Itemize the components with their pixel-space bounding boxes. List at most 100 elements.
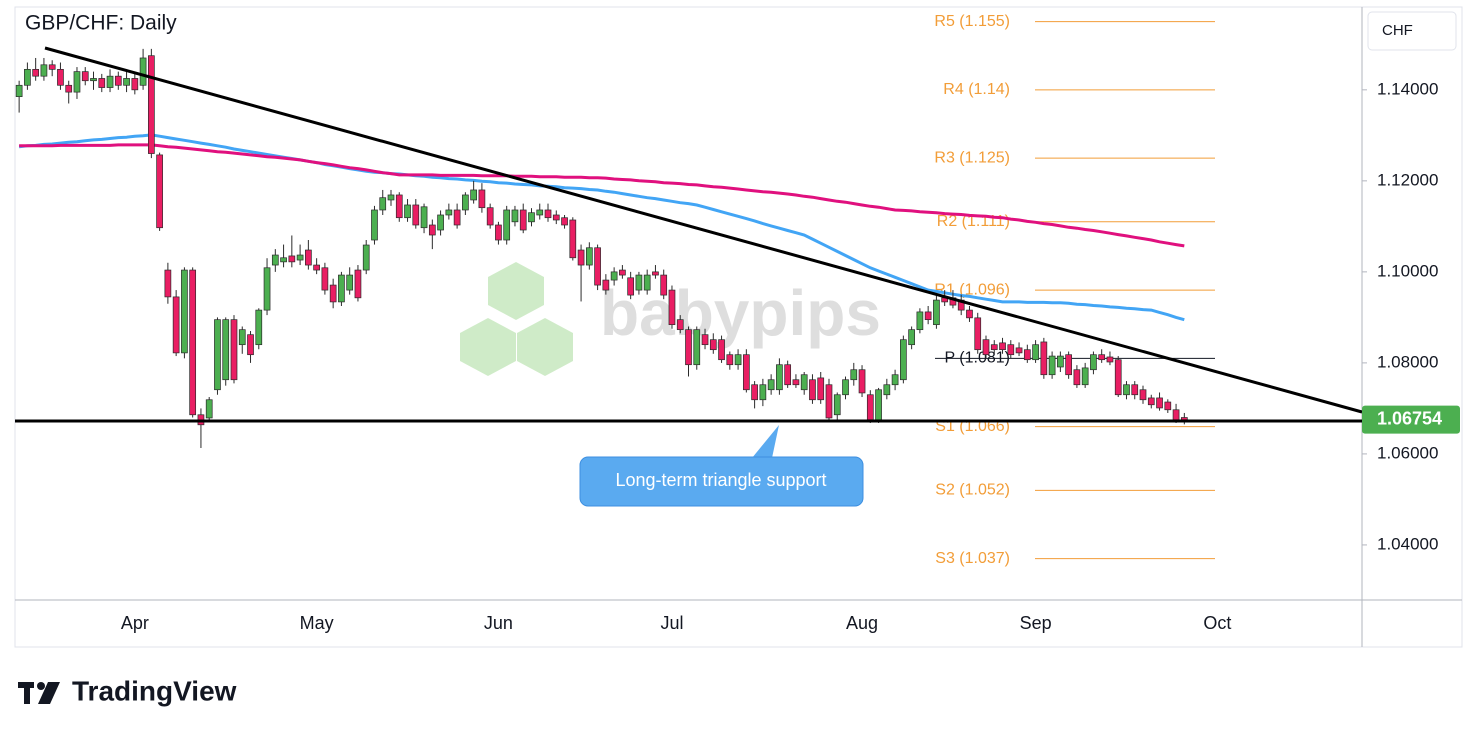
candle-body [842,379,849,396]
candle-body [106,75,114,88]
x-tick-label: Aug [846,613,878,633]
y-tick-label: 1.04000 [1377,534,1438,553]
candle-body [387,194,395,201]
x-tick-label: Oct [1203,613,1231,633]
candle-body [478,189,486,209]
candle-body [577,249,585,266]
candle-body [428,224,436,236]
candle-body [734,354,742,366]
candle-body [610,271,618,281]
candle-body [1180,417,1188,421]
candle-body [462,194,469,211]
candle-body [1139,389,1147,401]
candle-body [114,75,122,86]
candle-body [792,379,800,386]
candle-body [536,209,544,216]
candle-body [900,339,907,381]
candle-body [528,212,535,223]
y-tick-label: 1.14000 [1377,79,1438,98]
candle-body [1106,356,1114,363]
candle-body [619,269,626,276]
candle-body [1048,355,1056,376]
candle-body [1073,369,1081,386]
candle-body [148,55,155,154]
candle-body [1156,397,1163,409]
candle-body [81,71,89,82]
candle-body [999,342,1006,351]
candle-body [776,364,783,391]
pivot-label: P (1.081) [944,350,1010,367]
candle-body [676,319,684,331]
pivot-label: S2 (1.052) [935,482,1010,499]
candle-body [354,269,362,299]
candle-body [495,224,502,241]
brand-logo: TradingView [18,675,237,706]
candle-body [346,274,354,291]
candle-body [445,209,453,216]
candle-body [561,217,568,226]
cube [460,318,516,376]
candle-body [569,219,577,259]
candle-body [891,374,899,386]
pivot-label: R4 (1.14) [943,81,1010,98]
candle-body [833,394,841,416]
candle-body [751,384,758,401]
candle-body [420,206,428,229]
candle-body [635,274,643,291]
candle-body [98,78,106,88]
candle-body [850,369,858,381]
y-tick-label: 1.08000 [1377,352,1438,371]
candle-body [437,214,444,231]
candle-body [57,68,64,86]
candle-body [924,311,932,321]
candle-body [908,329,915,346]
candle-body [800,374,808,391]
candle-body [709,339,717,351]
pivot-label: R5 (1.155) [934,13,1010,30]
candle-body [486,207,494,226]
chart-frame [14,6,1463,648]
x-tick-label: Jun [484,613,513,633]
candle-body [1131,384,1139,396]
moving-average-line [18,133,1185,322]
candle-body [858,369,866,394]
currency-label: CHF [1382,22,1413,39]
candle-body [32,68,40,77]
candle-body [172,296,180,354]
candle-body [660,274,668,296]
cube [517,318,573,376]
x-tick-label: May [300,613,334,633]
candle-body [73,71,81,93]
candle-body [255,309,263,346]
candle-body [982,339,990,356]
candle-body [321,267,329,291]
y-tick-label: 1.12000 [1377,170,1438,189]
candle-body [271,254,279,266]
candle-body [1015,347,1023,354]
candle-body [602,279,610,291]
candle-body [230,319,238,381]
candle-body [181,269,188,354]
candle-body [48,64,56,70]
candle-body [643,274,651,291]
candle-body [156,154,163,229]
x-tick-label: Apr [121,613,149,633]
candle-body [726,354,734,366]
candle-body [404,204,411,219]
candle-body [1090,354,1097,371]
plot: R5 (1.155)R4 (1.14)R3 (1.125)R2 (1.111)R… [15,13,1215,567]
candle-body [1123,384,1130,396]
candle-body [916,311,924,331]
candle-body [1098,354,1106,361]
candle-body [594,247,601,286]
candle-body [544,209,552,219]
logo-part [24,682,30,704]
candle-body [866,394,874,421]
candle-body [139,57,147,86]
x-tick-label: Jul [660,613,683,633]
candle-body [767,379,775,391]
candle-body [453,209,461,226]
chart-title: GBP/CHF: Daily [25,12,177,35]
